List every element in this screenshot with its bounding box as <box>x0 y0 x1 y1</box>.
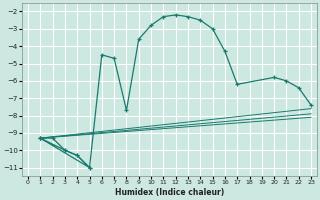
X-axis label: Humidex (Indice chaleur): Humidex (Indice chaleur) <box>115 188 224 197</box>
